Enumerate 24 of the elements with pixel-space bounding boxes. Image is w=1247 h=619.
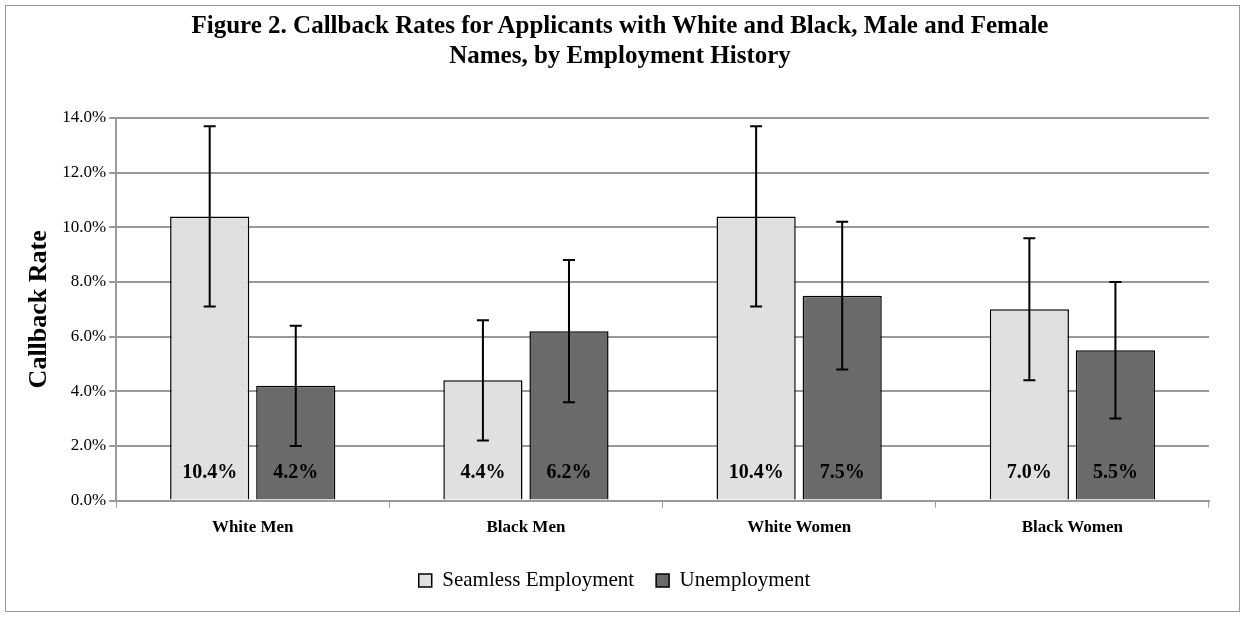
data-label: 4.2% (273, 459, 319, 482)
x-tick-label: Black Women (1021, 517, 1124, 537)
x-tick-label: Black Men (486, 517, 566, 537)
data-label: 4.4% (460, 459, 506, 482)
y-tick-label: 6.0% (70, 326, 107, 346)
legend-label: Seamless Employment (442, 567, 635, 592)
data-label: 5.5% (1092, 459, 1138, 482)
x-tick-label: White Men (211, 517, 295, 537)
x-tick-label: White Women (747, 517, 852, 537)
y-tick-label: 2.0% (70, 435, 107, 455)
y-tick-label: 4.0% (70, 380, 107, 400)
data-label: 10.4% (728, 459, 784, 482)
data-label: 6.2% (546, 459, 592, 482)
data-label: 10.4% (182, 459, 238, 482)
y-tick-label: 12.0% (62, 162, 107, 182)
y-axis-title: Callback Rate (23, 230, 53, 389)
data-label: 7.5% (819, 459, 865, 482)
legend-label: Unemployment (679, 567, 811, 592)
data-label: 7.0% (1006, 459, 1052, 482)
chart-title: Figure 2. Callback Rates for Applicants with White and Black, Male and Female Names, by Employment History (190, 10, 1050, 70)
y-tick-label: 0.0% (70, 490, 107, 510)
y-tick-label: 14.0% (62, 107, 107, 127)
y-tick-label: 10.0% (62, 216, 107, 236)
y-tick-label: 8.0% (70, 271, 107, 291)
